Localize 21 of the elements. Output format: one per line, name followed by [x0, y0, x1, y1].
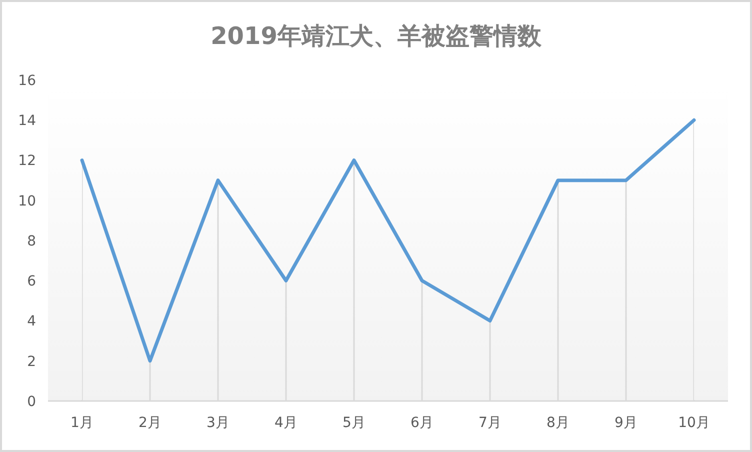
- y-tick-label: 4: [27, 314, 36, 330]
- x-tick-label: 3月: [206, 415, 230, 431]
- line-series: [80, 118, 696, 363]
- x-tick-label: 6月: [410, 415, 434, 431]
- y-tick-label: 2: [27, 354, 36, 370]
- y-tick-label: 8: [27, 233, 36, 250]
- y-tick-label: 0: [27, 394, 36, 410]
- y-tick-label: 14: [18, 113, 36, 130]
- y-tick-label: 6: [27, 274, 36, 290]
- x-tick-label: 7月: [478, 415, 502, 431]
- x-tick-label: 8月: [546, 415, 570, 431]
- x-tick-label: 10月: [678, 415, 710, 431]
- x-tick-label: 5月: [342, 415, 366, 431]
- x-tick-label: 1月: [70, 415, 94, 431]
- chart-title: 2019年靖江犬、羊被盗警情数: [210, 22, 542, 50]
- y-tick-label: 16: [18, 72, 36, 89]
- y-tick-label: 10: [18, 193, 36, 210]
- x-tick-label: 9月: [614, 415, 638, 431]
- x-tick-label: 2月: [138, 415, 162, 431]
- x-tick-label: 4月: [274, 415, 298, 431]
- y-tick-label: 12: [18, 153, 36, 170]
